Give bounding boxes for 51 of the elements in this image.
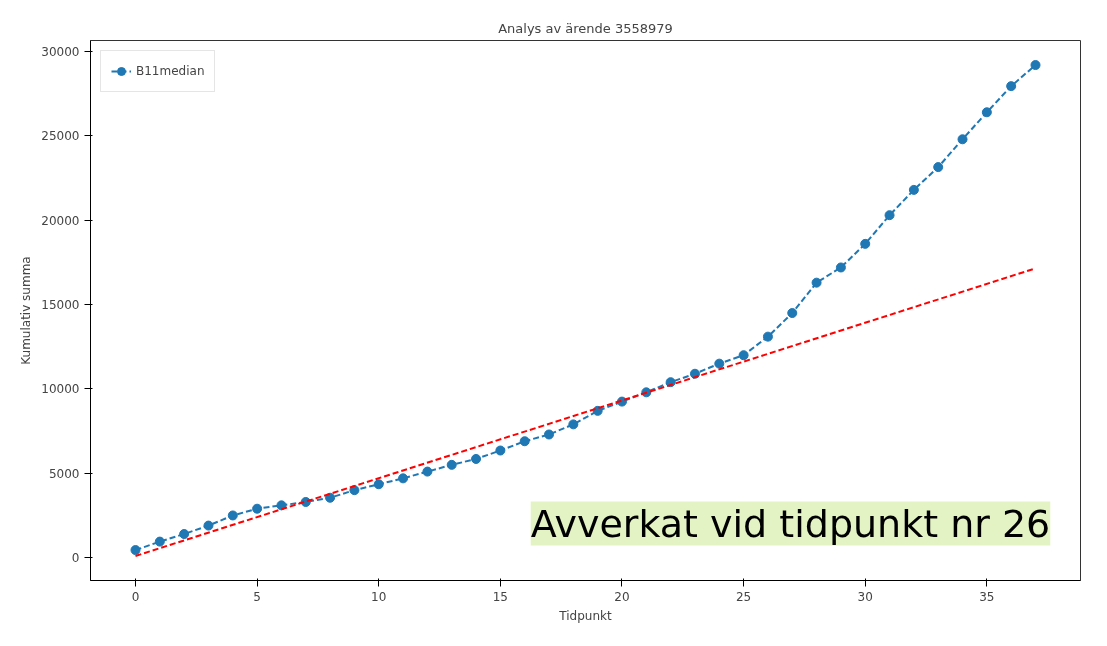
point bbox=[154, 536, 165, 547]
point bbox=[1006, 81, 1017, 92]
y-tick-label: 20000 bbox=[41, 213, 80, 228]
point bbox=[933, 162, 944, 173]
x-tick-label: 25 bbox=[735, 589, 752, 604]
point bbox=[714, 358, 725, 369]
y-tick-label: 25000 bbox=[41, 129, 80, 144]
point bbox=[544, 429, 555, 440]
point bbox=[981, 107, 992, 118]
x-tick-label: 5 bbox=[253, 589, 261, 604]
y-tick-label: 30000 bbox=[41, 45, 80, 60]
x-tick-label: 0 bbox=[131, 589, 140, 604]
point bbox=[787, 308, 798, 319]
chart-title: Analys av ärende 3558979 bbox=[498, 20, 673, 36]
y-axis-title: Kumulativ summa bbox=[19, 256, 34, 365]
x-tick-label: 10 bbox=[371, 589, 387, 604]
x-axis-title: Tidpunkt bbox=[558, 608, 612, 623]
x-tick-label: 15 bbox=[492, 589, 509, 604]
point bbox=[860, 238, 871, 249]
point bbox=[252, 503, 263, 514]
point bbox=[957, 134, 968, 145]
y-tick-label: 0 bbox=[71, 551, 80, 566]
point bbox=[519, 436, 530, 447]
x-tick-label: 20 bbox=[614, 589, 630, 604]
point bbox=[227, 510, 238, 521]
point bbox=[446, 459, 457, 470]
point bbox=[1030, 60, 1041, 71]
point bbox=[179, 529, 190, 540]
point bbox=[130, 545, 141, 556]
point bbox=[325, 492, 336, 503]
point bbox=[373, 479, 384, 490]
y-tick-label: 15000 bbox=[41, 298, 80, 313]
y-tick-label: 5000 bbox=[48, 466, 80, 481]
point bbox=[568, 419, 579, 430]
point bbox=[422, 466, 433, 477]
annotation: Avverkat vid tidpunkt nr 26 bbox=[530, 501, 1051, 546]
point bbox=[495, 445, 506, 456]
point bbox=[884, 210, 895, 221]
point bbox=[762, 331, 773, 342]
point bbox=[398, 473, 409, 484]
point bbox=[738, 350, 749, 361]
point bbox=[811, 277, 822, 288]
legend-label: B11median bbox=[136, 64, 205, 78]
point bbox=[349, 485, 360, 496]
point bbox=[471, 453, 482, 464]
point bbox=[835, 262, 846, 273]
x-tick-label: 35 bbox=[979, 589, 995, 604]
point bbox=[203, 520, 214, 531]
point bbox=[908, 184, 919, 195]
x-tick-label: 30 bbox=[857, 589, 873, 604]
y-tick-label: 10000 bbox=[41, 382, 80, 397]
